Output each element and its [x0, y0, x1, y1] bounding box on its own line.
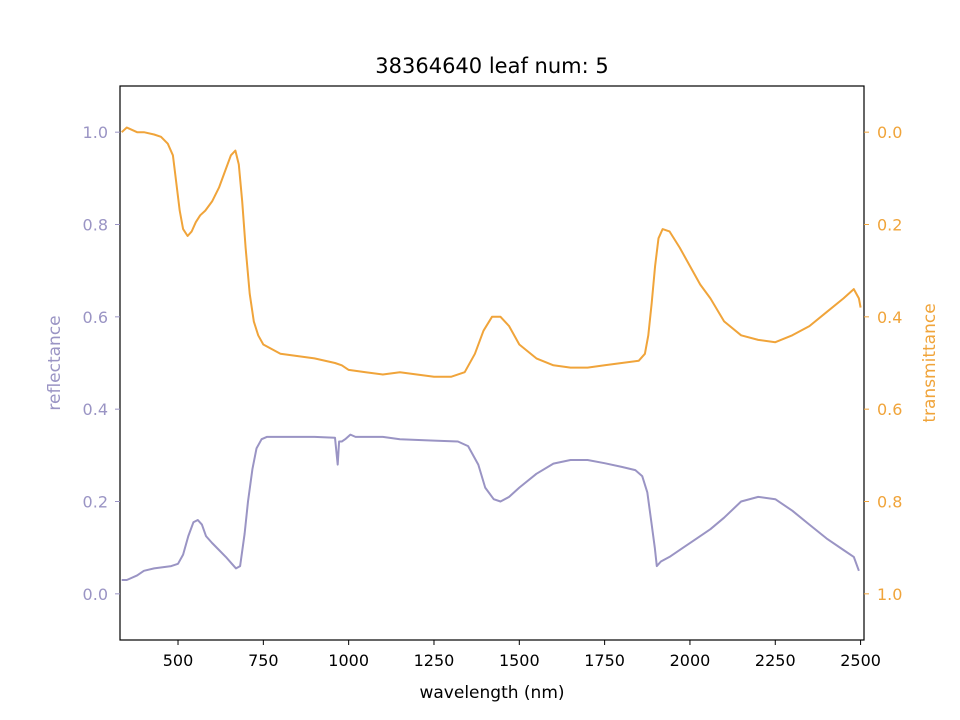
x-axis-label: wavelength (nm) — [419, 683, 564, 703]
right-axis: 0.0 0.2 0.4 0.6 0.8 1.0 — [864, 123, 902, 604]
x-tick-label: 1500 — [499, 651, 540, 670]
right-axis-label: transmittance — [920, 303, 940, 422]
series-layer — [121, 126, 862, 581]
x-tick-label: 1250 — [414, 651, 455, 670]
x-tick-label: 750 — [248, 651, 279, 670]
x-tick-label: 2250 — [755, 651, 796, 670]
x-tick-label: 1750 — [584, 651, 625, 670]
right-tick-label: 0.2 — [877, 216, 902, 235]
left-axis-label: reflectance — [45, 315, 65, 410]
x-tick-label: 2500 — [840, 651, 881, 670]
transmittance-series-line — [121, 126, 862, 378]
left-axis: 0.0 0.2 0.4 0.6 0.8 1.0 — [83, 123, 120, 604]
right-tick-label: 0.8 — [877, 493, 902, 512]
plot-frame — [119, 85, 865, 641]
x-tick-label: 1000 — [328, 651, 369, 670]
x-axis: 500 750 1000 1250 1500 1750 2000 2250 2500 — [163, 640, 881, 670]
x-tick-label: 2000 — [670, 651, 711, 670]
chart-title: 38364640 leaf num: 5 — [375, 54, 608, 78]
left-tick-label: 0.0 — [83, 585, 108, 604]
reflectance-series-line — [121, 433, 860, 581]
left-tick-label: 1.0 — [83, 123, 108, 142]
x-tick-label: 500 — [163, 651, 194, 670]
left-tick-label: 0.2 — [83, 493, 108, 512]
right-tick-label: 1.0 — [877, 585, 902, 604]
left-tick-label: 0.4 — [83, 400, 108, 419]
left-tick-label: 0.8 — [83, 216, 108, 235]
left-tick-label: 0.6 — [83, 308, 108, 327]
right-tick-label: 0.0 — [877, 123, 902, 142]
right-tick-label: 0.4 — [877, 308, 902, 327]
right-tick-label: 0.6 — [877, 400, 902, 419]
